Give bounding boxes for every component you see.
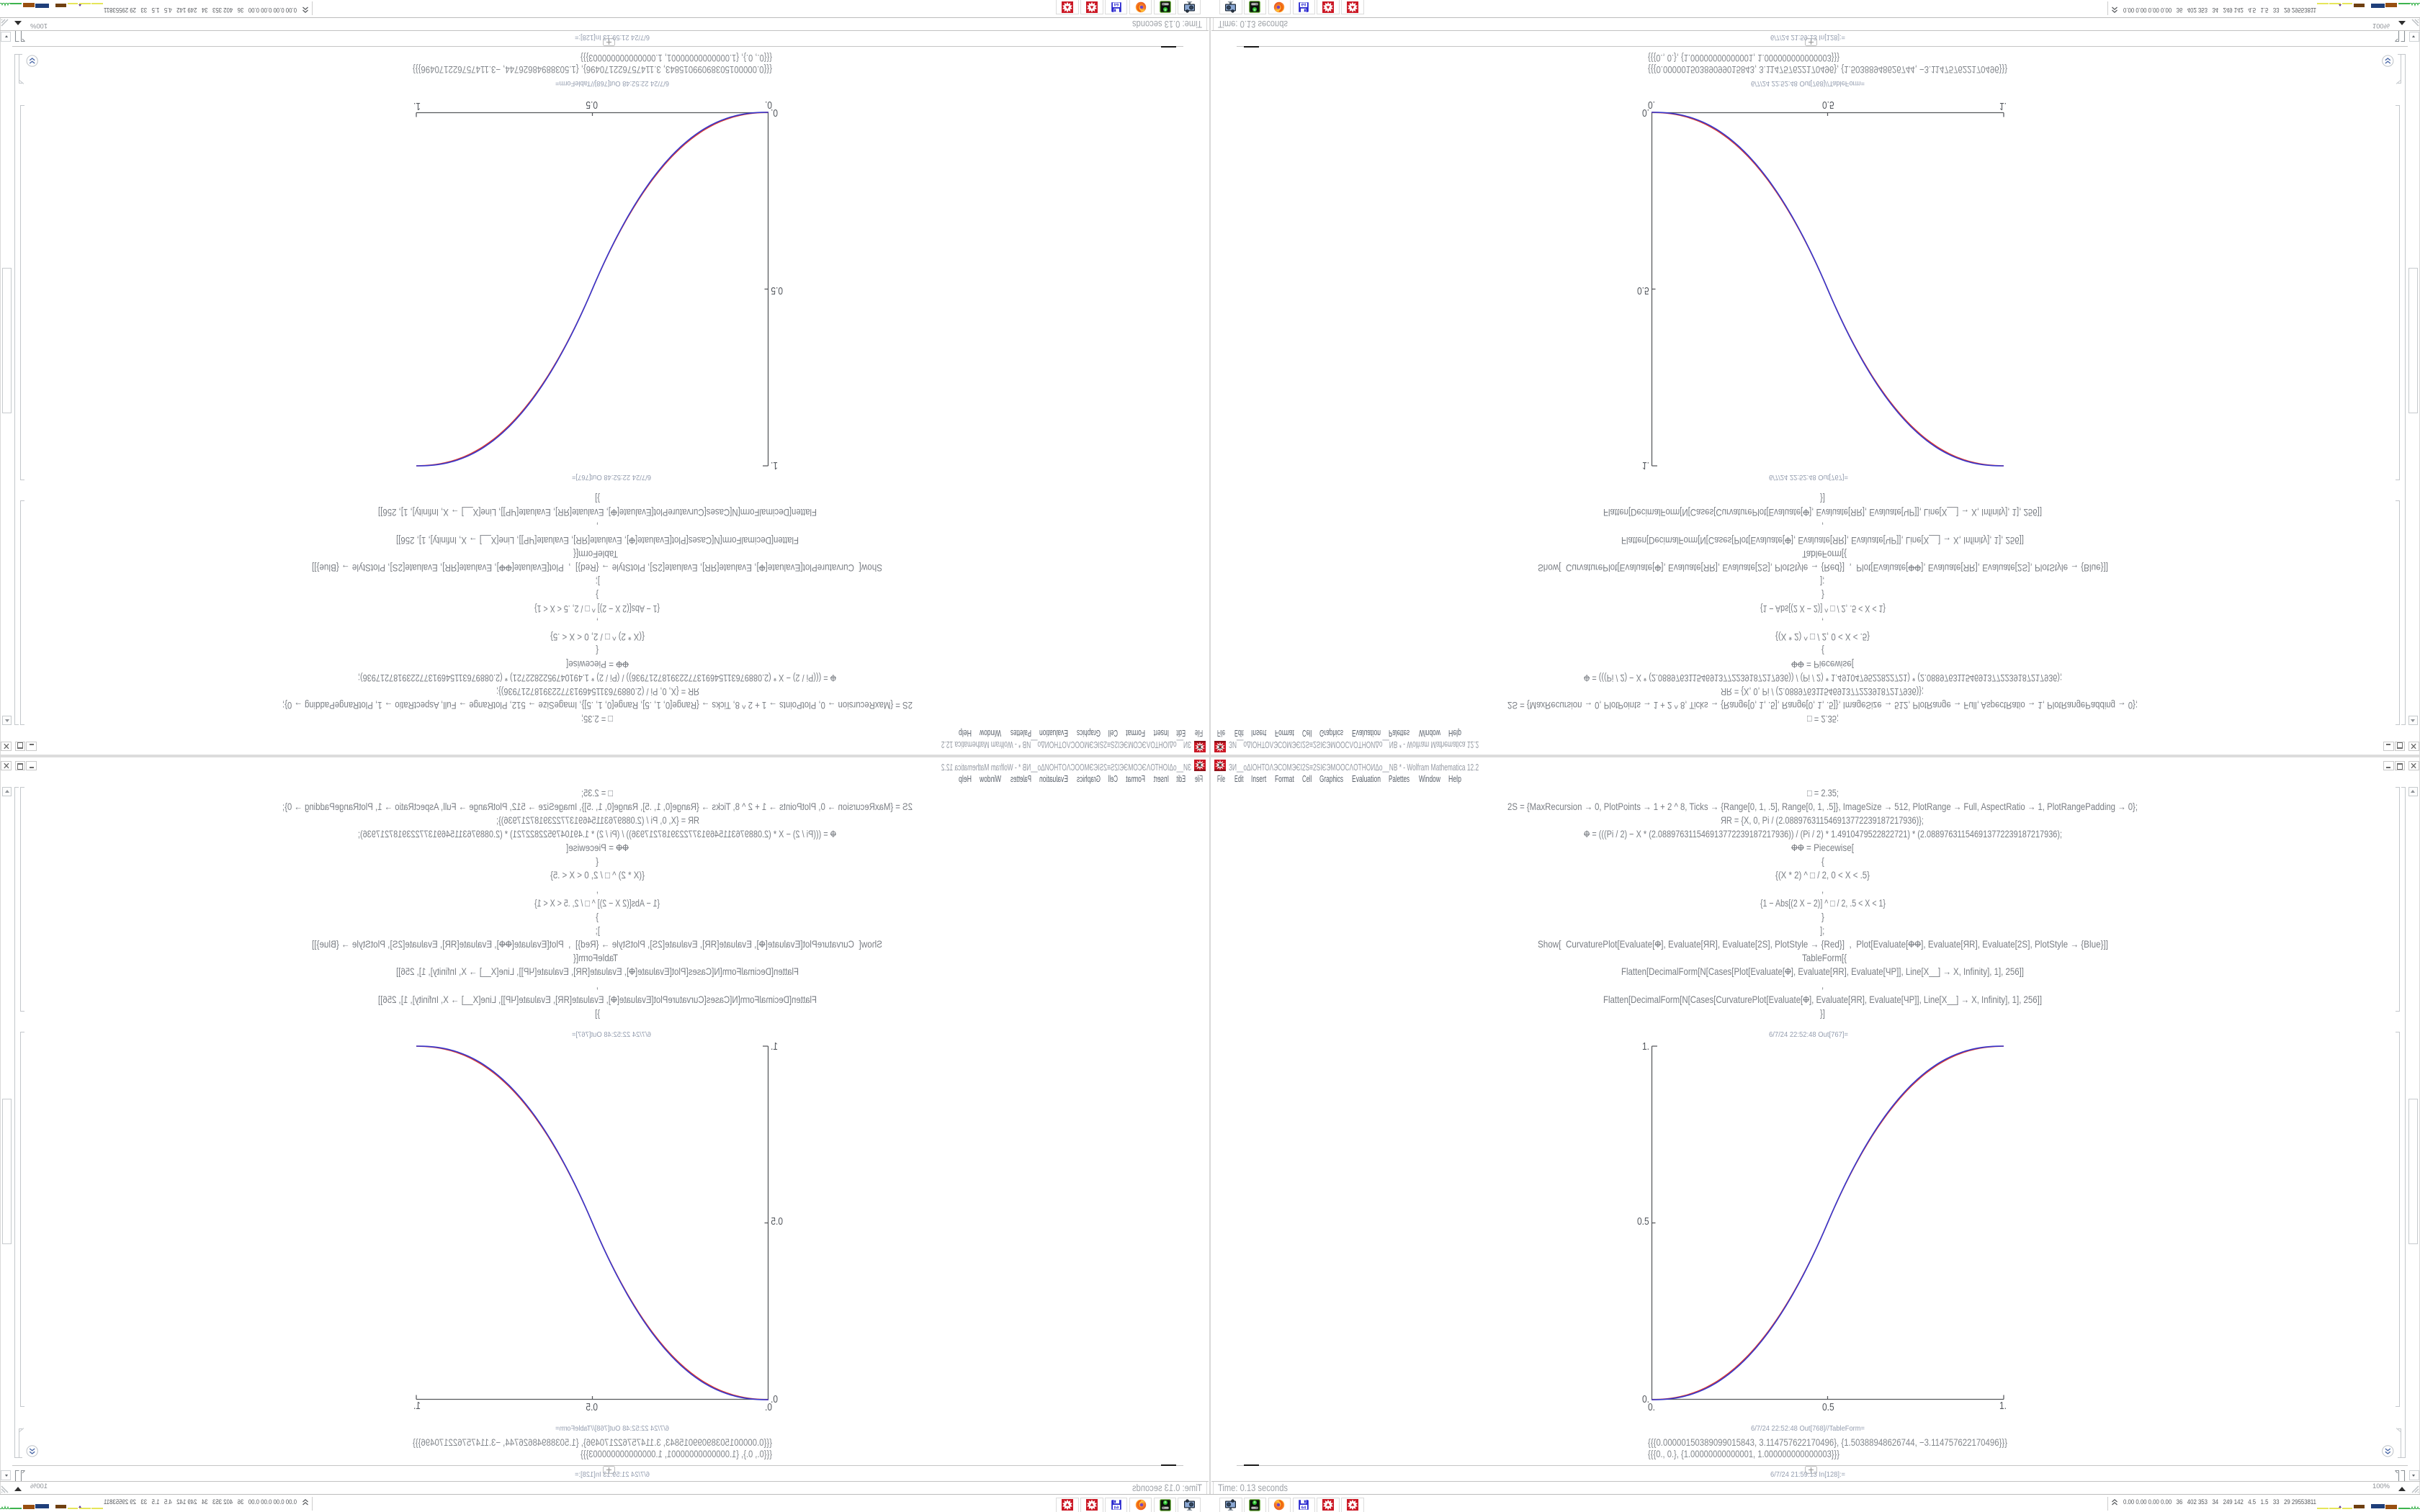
svg-text:64: 64 — [1113, 2, 1119, 6]
svg-text:64: 64 — [1301, 1506, 1306, 1510]
svg-text:64: 64 — [1301, 2, 1306, 6]
svg-text:64: 64 — [1113, 1506, 1119, 1510]
